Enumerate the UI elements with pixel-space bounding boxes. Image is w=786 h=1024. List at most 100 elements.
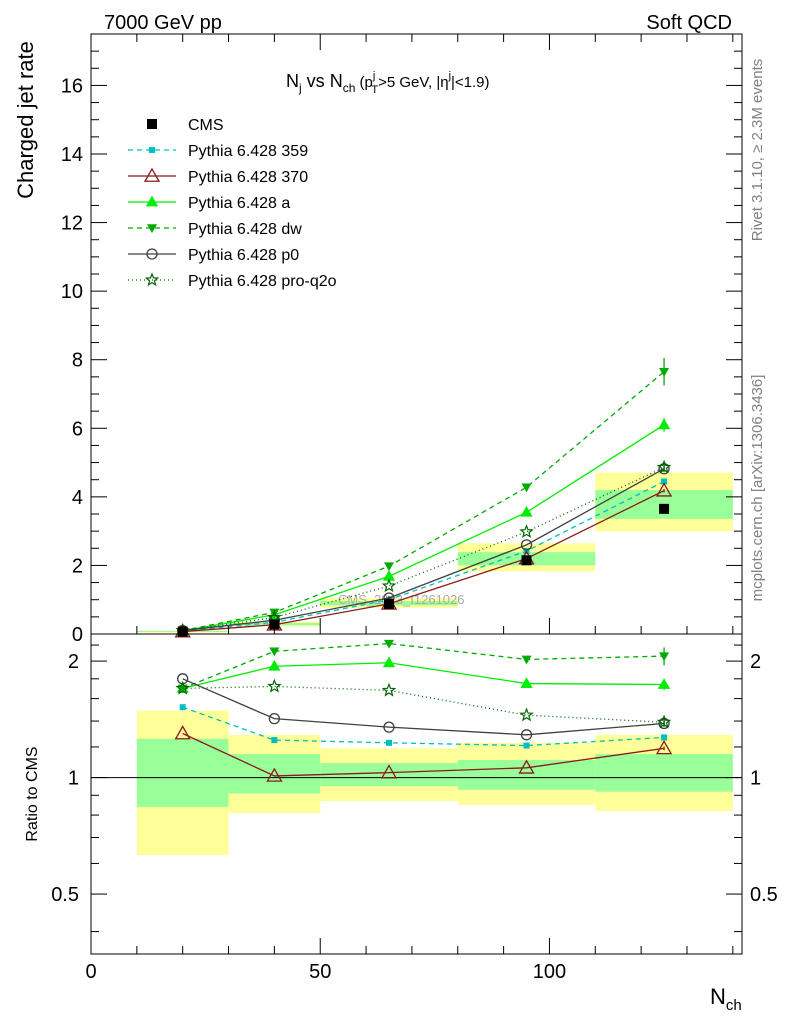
ratio-series-5-point-1 [267, 678, 282, 693]
series-5-point-3 [519, 524, 534, 539]
ratio-tick-label-right-0.5: 0.5 [750, 884, 778, 906]
ratio-series-4-point-3 [520, 729, 533, 741]
ratio-inner-band-2 [320, 763, 458, 787]
series-5-point-2 [381, 578, 397, 593]
ratio-series-2-point-3 [520, 677, 533, 688]
ratio-series-line-1 [182, 732, 665, 777]
ratio-series-5-point-4 [656, 714, 672, 729]
ratio-inner-band-1 [228, 754, 321, 794]
y-tick-label-2: 2 [72, 555, 83, 577]
legend-marker-3 [147, 224, 157, 233]
legend-label-cms: CMS [188, 117, 224, 134]
legend-marker-4 [146, 248, 158, 260]
ratio-series-2-point-4 [657, 678, 671, 689]
series-3-point-2 [383, 562, 394, 572]
ratio-series-1-point-0 [174, 725, 191, 740]
series-0-point-4 [661, 478, 668, 485]
ratio-series-0-point-4 [661, 734, 668, 741]
ratio-series-line-3 [182, 642, 665, 690]
series-4-point-3 [520, 539, 533, 551]
collision-energy-label: 7000 GeV pp [104, 12, 222, 34]
x-tick-label-0: 0 [85, 961, 96, 983]
legend-label-0: Pythia 6.428 359 [188, 143, 308, 160]
ratio-series-1-point-1 [266, 767, 283, 782]
ratio-series-1-point-2 [380, 764, 398, 779]
legend-label-2: Pythia 6.428 a [188, 195, 290, 212]
series-3-point-4 [659, 367, 670, 377]
legend-label-4: Pythia 6.428 p0 [188, 247, 299, 264]
ratio-series-5-point-0 [175, 680, 190, 695]
y-tick-label-0: 0 [72, 624, 83, 646]
process-label: Soft QCD [646, 12, 732, 34]
ratio-series-line-0 [182, 706, 665, 747]
ratio-series-5-point-3 [519, 707, 534, 722]
y-tick-label-10: 10 [61, 281, 83, 303]
series-5-point-4 [656, 459, 672, 474]
ratio-plot-frame [90, 633, 743, 955]
ratio-series-2-point-1 [268, 659, 281, 671]
mcplots-reference-label: mcplots.cern.ch [arXiv:1306.3436] [749, 375, 766, 602]
ratio-tick-label-right-2: 2 [750, 651, 761, 673]
ratio-inner-band-4 [595, 754, 733, 792]
ratio-series-4-point-4 [658, 717, 670, 730]
ratio-series-0-point-2 [385, 739, 392, 746]
legend-marker-1 [143, 167, 161, 182]
x-axis-label: Nch [710, 984, 742, 1014]
legend-marker-5 [144, 272, 160, 287]
legend: CMS Pythia 6.428 359 Pythia 6.428 370 Pythi… [128, 117, 337, 290]
plot-title: Nj vs Nch (pj T>5 GeV, |ηj|<1.9) [286, 70, 490, 96]
series-2-point-4 [657, 418, 671, 430]
ratio-tick-label-right-1: 1 [750, 768, 761, 790]
ratio-series-line-5 [182, 685, 665, 723]
ratio-series-3-point-1 [269, 647, 280, 657]
ratio-inner-band-3 [457, 760, 596, 790]
cms-point-4 [659, 503, 670, 514]
rivet-version-label: Rivet 3.1.10, ≥ 2.3M events [749, 59, 766, 242]
y-tick-label-8: 8 [72, 350, 83, 372]
ratio-series-2-point-2 [382, 656, 396, 668]
ratio-series-line-4 [182, 678, 665, 736]
cms-point-1 [269, 619, 280, 630]
x-tick-label-50: 50 [309, 961, 331, 983]
y-tick-label-4: 4 [72, 487, 83, 509]
ratio-series-0-point-3 [523, 742, 530, 749]
ratio-inner-band-0 [136, 738, 229, 807]
ratio-series-5-point-2 [381, 682, 397, 697]
ratio-series-3-point-2 [383, 639, 394, 649]
cms-uncertainty-bands-top [136, 472, 733, 633]
series-2-point-3 [520, 505, 533, 517]
y-tick-label-14: 14 [61, 144, 83, 166]
y-tick-label-12: 12 [61, 213, 83, 235]
ratio-tick-label-left-1: 1 [68, 768, 79, 790]
legend-marker-cms [147, 119, 157, 129]
x-tick-label-100: 100 [533, 961, 566, 983]
cms-point-2 [383, 598, 394, 609]
y-tick-label-6: 6 [72, 418, 83, 440]
ratio-series-3-point-3 [521, 655, 532, 665]
ratio-series-3-point-4 [659, 652, 670, 662]
ratio-series-0-point-1 [271, 737, 278, 744]
ratio-series-0-point-0 [179, 704, 186, 711]
ratio-series-4-point-2 [383, 721, 395, 733]
series-3-point-3 [521, 483, 532, 493]
y-axis-label: Charged jet rate [13, 41, 38, 199]
series-line-4 [182, 468, 665, 632]
legend-label-3: Pythia 6.428 dw [188, 221, 302, 238]
ratio-series-1-point-4 [655, 740, 673, 755]
series-ratio-panel [174, 639, 673, 782]
ratio-y-axis-label: Ratio to CMS [24, 746, 41, 841]
ratio-series-line-2 [182, 662, 665, 690]
legend-label-1: Pythia 6.428 370 [188, 169, 308, 186]
y-tick-label-16: 16 [61, 75, 83, 97]
cms-uncertainty-bands-ratio [136, 710, 733, 856]
series-4-point-4 [658, 463, 670, 475]
ratio-series-4-point-1 [268, 713, 281, 725]
legend-marker-2 [145, 195, 159, 207]
series-1-point-4 [655, 482, 673, 497]
ratio-series-1-point-3 [518, 759, 535, 774]
cms-point-3 [521, 555, 532, 566]
legend-label-5: Pythia 6.428 pro-q2o [188, 273, 337, 290]
legend-marker-0 [149, 147, 155, 153]
